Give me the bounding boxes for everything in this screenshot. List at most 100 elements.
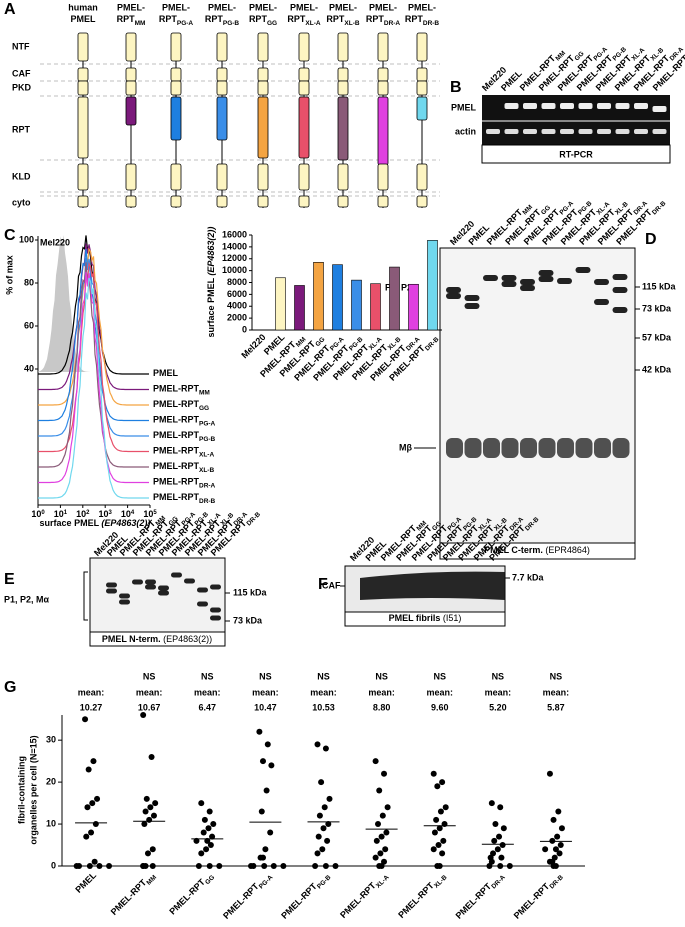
- text-part: XL-A: [305, 20, 320, 27]
- bar: [275, 277, 286, 331]
- domain-box: [257, 80, 269, 96]
- band: [634, 129, 648, 134]
- dot: [146, 816, 153, 823]
- domain-box: [125, 195, 137, 208]
- caption-box-e: [89, 631, 226, 647]
- band: [652, 106, 667, 112]
- dot: [264, 741, 271, 748]
- histogram-trace: [38, 277, 149, 499]
- histogram-trace: [38, 247, 149, 406]
- text-part: DR-A: [384, 20, 401, 27]
- text-part: PMEL-RPT: [153, 477, 200, 487]
- bar: [408, 283, 419, 331]
- text-part: PMEL-RPT: [153, 492, 200, 502]
- text-part: PMEL-RPT: [109, 877, 149, 917]
- dot: [92, 821, 99, 828]
- mean-value: 9.60: [431, 702, 449, 712]
- construct-label: PMEL-: [117, 2, 145, 12]
- dot: [203, 846, 210, 853]
- dot: [491, 837, 498, 844]
- domain-box: [337, 195, 349, 208]
- band: [106, 588, 117, 594]
- domain-box: [77, 32, 89, 62]
- dot: [552, 863, 559, 869]
- text-part: 10: [143, 509, 153, 519]
- domain-box: [170, 80, 182, 96]
- bar: [351, 279, 362, 331]
- domain-box: [337, 163, 349, 191]
- text-part: XL-A: [375, 874, 391, 890]
- dot: [442, 804, 449, 811]
- text-part: PMEL-RPT: [396, 880, 436, 920]
- band: [119, 599, 130, 605]
- band: [594, 438, 611, 458]
- marker-label: 115 kDa: [233, 587, 268, 597]
- band: [446, 287, 461, 293]
- domain-label: RPT: [12, 124, 31, 134]
- dot: [150, 812, 157, 819]
- dot: [314, 741, 321, 748]
- band: [538, 276, 554, 282]
- text-part: PMEL-RPT: [153, 430, 200, 440]
- mean-caption: mean:: [194, 687, 221, 697]
- y-tick-label: 12000: [222, 253, 247, 263]
- domain-box: [216, 96, 228, 141]
- dot: [332, 863, 339, 869]
- text-part: PG-B: [316, 874, 333, 891]
- dot: [375, 821, 382, 828]
- domain-box: [216, 32, 228, 62]
- band: [446, 438, 463, 458]
- text-part: GG: [204, 874, 216, 886]
- band: [578, 129, 593, 134]
- x-tick-label: 105: [143, 509, 157, 519]
- text-part: PMEL N-term.: [102, 634, 161, 644]
- dot: [492, 821, 499, 828]
- caption-box-d: [439, 542, 636, 560]
- dot: [319, 846, 326, 853]
- domain-box: [416, 80, 428, 96]
- band: [541, 103, 556, 109]
- dot: [381, 770, 388, 777]
- band: [504, 103, 519, 109]
- band: [557, 438, 574, 458]
- bracket: [83, 571, 88, 621]
- text-part: PMEL-RPT: [454, 881, 494, 921]
- dot: [496, 833, 503, 840]
- text-part: surface PMEL: [206, 276, 216, 338]
- band-label: P1, P2, Mα: [4, 594, 50, 604]
- band: [464, 295, 480, 301]
- y-axis-label: % of max: [4, 255, 14, 295]
- text-part: surface PMEL: [40, 518, 102, 528]
- domain-box: [170, 67, 182, 82]
- text-part: PG-A: [177, 20, 194, 27]
- y-tick-label: 40: [24, 363, 34, 373]
- domain-box: [298, 195, 310, 208]
- text-part: DR-B: [651, 200, 668, 217]
- y-tick-label: 0: [51, 860, 56, 870]
- band: [210, 584, 221, 590]
- domain-box: [216, 67, 228, 82]
- band: [483, 275, 498, 281]
- dot: [555, 808, 562, 815]
- dot: [326, 795, 333, 802]
- dot: [267, 829, 274, 836]
- dot: [434, 783, 441, 790]
- dot: [85, 766, 92, 773]
- domain-box: [298, 32, 310, 62]
- dot: [142, 808, 149, 815]
- y-tick-label: 4000: [227, 301, 247, 311]
- dot: [377, 850, 384, 857]
- bar: [389, 266, 400, 331]
- domain-box: [125, 67, 137, 82]
- dot: [210, 821, 217, 828]
- text-part: DR-B: [424, 336, 441, 353]
- band: [612, 274, 628, 280]
- dot: [439, 779, 446, 786]
- text-part: GG: [199, 405, 209, 412]
- domain-box: [170, 32, 182, 62]
- band: [504, 129, 519, 134]
- x-tick-label: PMEL-RPTMM: [109, 870, 158, 919]
- dot: [94, 795, 101, 802]
- band: [158, 585, 169, 591]
- panel-label: A: [4, 1, 16, 18]
